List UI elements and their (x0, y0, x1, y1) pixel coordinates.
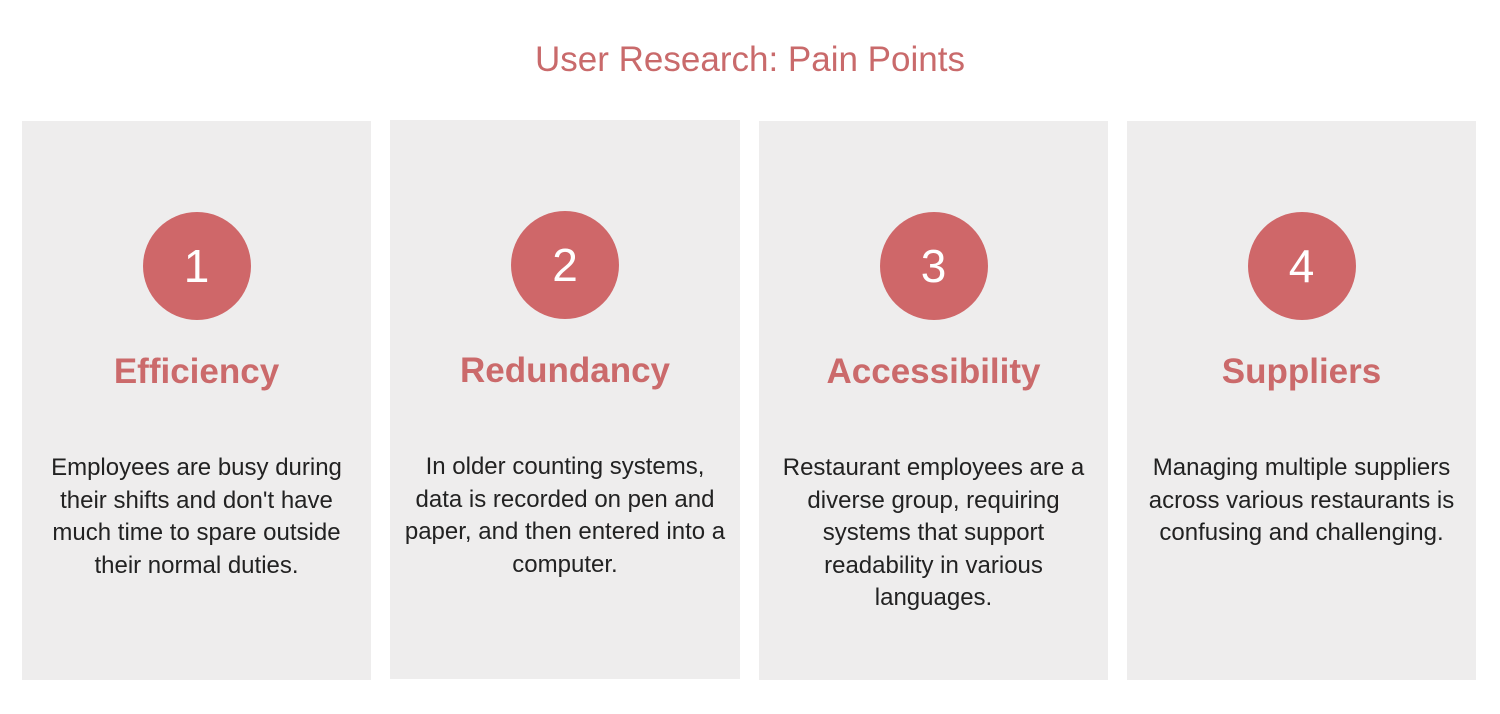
page-title: User Research: Pain Points (535, 40, 965, 79)
card-description: Managing multiple suppliers across vario… (1148, 454, 1455, 546)
pain-point-card-suppliers: 4 Suppliers Managing multiple suppliers … (1127, 121, 1476, 680)
card-description: In older counting systems, data is recor… (404, 453, 726, 578)
card-heading: Redundancy (459, 351, 671, 390)
card-heading: Suppliers (1221, 352, 1382, 391)
number-badge: 4 (1247, 212, 1356, 320)
card-description: Employees are busy during their shifts a… (51, 454, 342, 579)
card-heading: Efficiency (113, 352, 280, 391)
card-description: Restaurant employees are a diverse group… (782, 454, 1085, 611)
number-badge: 2 (511, 211, 619, 319)
pain-point-card-redundancy: 2 Redundancy In older counting systems, … (390, 120, 740, 679)
card-heading: Accessibility (826, 352, 1041, 391)
number-badge: 3 (879, 212, 988, 320)
number-badge: 1 (142, 212, 251, 320)
pain-point-card-efficiency: 1 Efficiency Employees are busy during t… (22, 121, 371, 680)
pain-point-card-accessibility: 3 Accessibility Restaurant employees are… (759, 121, 1108, 680)
